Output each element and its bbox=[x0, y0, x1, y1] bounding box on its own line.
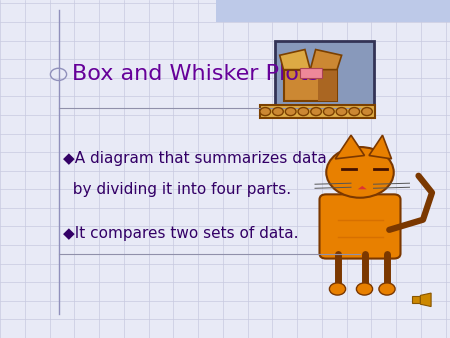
Circle shape bbox=[285, 107, 296, 116]
Polygon shape bbox=[335, 135, 364, 159]
Polygon shape bbox=[412, 296, 420, 303]
FancyBboxPatch shape bbox=[318, 70, 337, 101]
Circle shape bbox=[356, 283, 373, 295]
Polygon shape bbox=[310, 49, 342, 70]
Circle shape bbox=[260, 107, 270, 116]
Polygon shape bbox=[369, 135, 392, 159]
FancyBboxPatch shape bbox=[300, 68, 322, 78]
Circle shape bbox=[326, 147, 394, 198]
FancyBboxPatch shape bbox=[216, 0, 450, 22]
FancyBboxPatch shape bbox=[274, 41, 374, 110]
Text: ◆It compares two sets of data.: ◆It compares two sets of data. bbox=[63, 226, 298, 241]
Circle shape bbox=[273, 107, 284, 116]
Circle shape bbox=[336, 107, 347, 116]
Polygon shape bbox=[358, 186, 367, 189]
Circle shape bbox=[329, 283, 346, 295]
Text: Box and Whisker Plots: Box and Whisker Plots bbox=[72, 64, 319, 84]
Text: by dividing it into four parts.: by dividing it into four parts. bbox=[63, 182, 291, 197]
Circle shape bbox=[362, 107, 372, 116]
FancyBboxPatch shape bbox=[320, 194, 400, 259]
Circle shape bbox=[311, 107, 321, 116]
Circle shape bbox=[324, 107, 334, 116]
FancyBboxPatch shape bbox=[260, 105, 374, 118]
Polygon shape bbox=[280, 49, 310, 70]
Text: ◆A diagram that summarizes data: ◆A diagram that summarizes data bbox=[63, 151, 327, 166]
Polygon shape bbox=[420, 293, 431, 307]
Circle shape bbox=[379, 283, 395, 295]
Circle shape bbox=[349, 107, 360, 116]
Circle shape bbox=[298, 107, 309, 116]
FancyBboxPatch shape bbox=[284, 70, 337, 101]
